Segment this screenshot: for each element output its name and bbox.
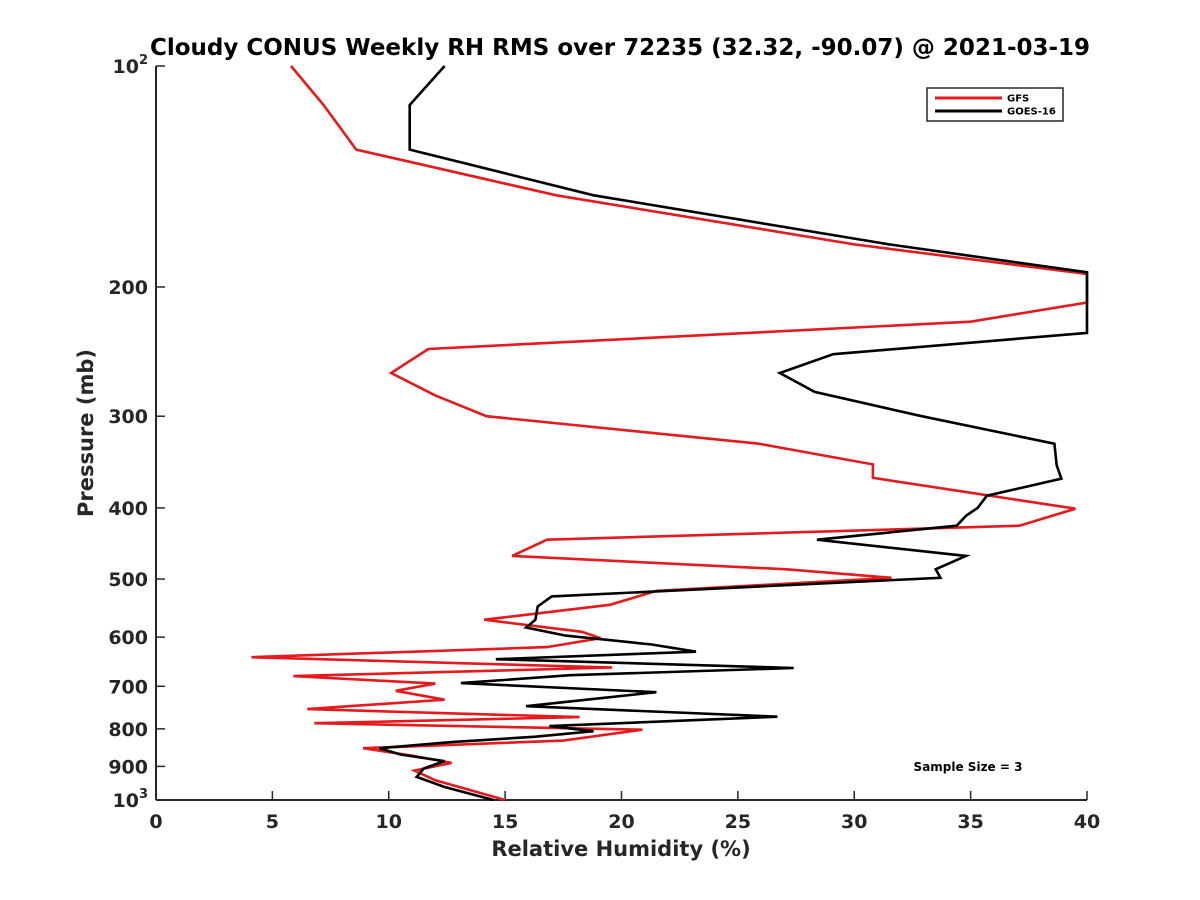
x-tick-label: 35 [957,811,983,833]
y-tick-label: 400 [108,498,148,520]
sample-size-annotation: Sample Size = 3 [914,760,1023,774]
y-axis-label: Pressure (mb) [74,349,98,517]
legend: GFS GOES-16 [926,87,1064,122]
x-ticks: 0 5 10 15 20 25 30 35 40 [149,791,1100,833]
y-tick-label: 700 [108,676,148,698]
y-tick-base: 10 [113,790,139,812]
x-tick-label: 25 [725,811,751,833]
series-line-gfs [251,65,1089,802]
legend-gfs-label: GFS [1007,94,1029,105]
series-line-goes-16 [379,65,1089,802]
y-tick-label: 103 [113,787,149,812]
x-tick-label: 30 [841,811,867,833]
x-tick-label: 15 [492,811,518,833]
y-tick-exponent: 2 [139,53,148,68]
legend-box [926,87,1064,122]
x-tick-label: 20 [608,811,634,833]
y-tick-label: 800 [108,719,148,741]
x-tick-label: 5 [266,811,279,833]
x-tick-label: 10 [376,811,402,833]
y-tick-label: 500 [108,569,148,591]
x-tick-label: 40 [1074,811,1100,833]
y-tick-label: 200 [108,277,148,299]
series-group [251,65,1089,802]
y-tick-label: 600 [108,627,148,649]
y-tick-exponent: 3 [139,787,148,802]
x-tick-label: 0 [149,811,162,833]
legend-goes16-label: GOES-16 [1007,107,1056,118]
x-axis-label: Relative Humidity (%) [491,837,750,861]
y-tick-label: 300 [108,406,148,428]
y-tick-base: 10 [113,56,139,78]
chart-title: Cloudy CONUS Weekly RH RMS over 72235 (3… [150,35,1090,61]
y-tick-label: 900 [108,756,148,778]
y-tick-label: 102 [113,53,149,78]
